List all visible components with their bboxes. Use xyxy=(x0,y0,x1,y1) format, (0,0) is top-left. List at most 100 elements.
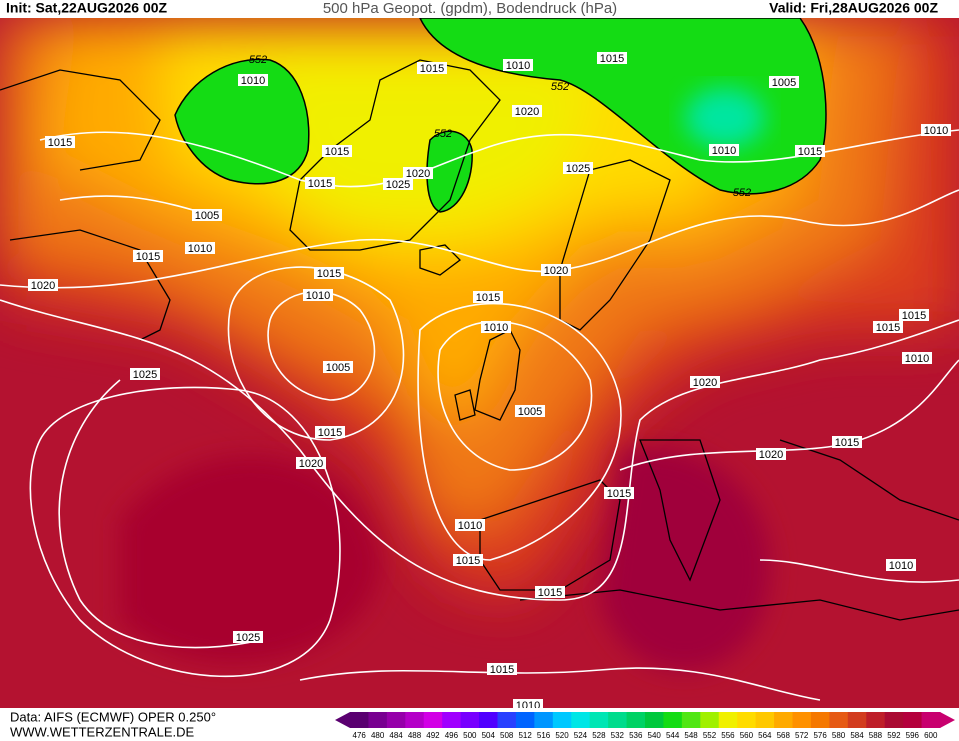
isobar-label-box xyxy=(296,457,326,469)
colorbar-cell xyxy=(681,712,701,728)
colorbar-label: 532 xyxy=(611,731,625,740)
colorbar-label: 544 xyxy=(666,731,680,740)
isobar-label-box xyxy=(238,74,268,86)
colorbar-arrow-left xyxy=(335,712,350,728)
isobar-label-box xyxy=(769,76,799,88)
colorbar-label: 592 xyxy=(887,731,901,740)
isobar-label: 1015 xyxy=(456,555,480,567)
isobar-label-box xyxy=(597,52,627,64)
colorbar-label: 548 xyxy=(684,731,698,740)
colorbar-cell xyxy=(368,712,388,728)
colorbar-cell xyxy=(829,712,849,728)
isobar-label: 1020 xyxy=(31,280,55,292)
colorbar-label: 512 xyxy=(518,731,532,740)
isobar-label: 1020 xyxy=(544,265,568,277)
colorbar-label: 576 xyxy=(813,731,827,740)
geopotential-label: 552 xyxy=(551,81,569,93)
isobar-label-box xyxy=(192,209,222,221)
colorbar-label: 536 xyxy=(629,731,643,740)
isobar-label-box xyxy=(473,291,503,303)
geopotential-label: 552 xyxy=(434,128,452,140)
isobar-label-box xyxy=(535,586,565,598)
colorbar-cell xyxy=(589,712,609,728)
isobar-label-box xyxy=(795,145,825,157)
isobar-label: 1015 xyxy=(490,664,514,676)
isobar-label: 1010 xyxy=(889,560,913,572)
colorbar-cell xyxy=(405,712,425,728)
isobar-label: 1005 xyxy=(518,406,542,418)
isobar-label: 1015 xyxy=(600,53,624,65)
isobar-label-box xyxy=(541,264,571,276)
isobar-label: 1015 xyxy=(136,251,160,263)
colorbar-cell xyxy=(755,712,775,728)
labels-layer: 1010 1015 1010 1015 1005 1020 1010 1015 1015 1010… xyxy=(28,52,951,712)
colorbar-label: 476 xyxy=(353,731,367,740)
isobar-label: 1015 xyxy=(835,437,859,449)
map-title: 500 hPa Geopot. (gpdm), Bodendruck (hPa) xyxy=(323,0,617,17)
isobar-label: 1015 xyxy=(317,268,341,280)
coastlines xyxy=(0,59,959,621)
isobar-label: 1020 xyxy=(693,377,717,389)
colorbar-cell xyxy=(810,712,830,728)
colorbar-cell xyxy=(626,712,646,728)
colorbar-label: 500 xyxy=(463,731,477,740)
colorbar-cell xyxy=(460,712,480,728)
isobar-label: 1010 xyxy=(241,75,265,87)
valid-time: Valid: Fri,28AUG2026 00Z xyxy=(769,0,938,16)
colorbar-label: 572 xyxy=(795,731,809,740)
isobar-label: 1010 xyxy=(458,520,482,532)
isobar-label: 1015 xyxy=(476,292,500,304)
isobar-label-box xyxy=(690,376,720,388)
colorbar-label: 588 xyxy=(869,731,883,740)
isobar-label: 1005 xyxy=(195,210,219,222)
isobar-label: 1010 xyxy=(516,700,540,712)
isobar-label-box xyxy=(902,352,932,364)
isobar-label: 1020 xyxy=(299,458,323,470)
isobar-label: 1010 xyxy=(188,243,212,255)
isobar-label: 1015 xyxy=(325,146,349,158)
isobar-label-box xyxy=(756,448,786,460)
colorbar-label: 556 xyxy=(721,731,735,740)
colorbar-label: 584 xyxy=(850,731,864,740)
isobar-label: 1020 xyxy=(759,449,783,461)
colorbar-cell xyxy=(571,712,591,728)
colorbar-label: 560 xyxy=(740,731,754,740)
colorbar-cell xyxy=(442,712,462,728)
colorbar: 476 480 484 488 492 496 500 504 508 512 516 520 524 5… xyxy=(335,712,955,740)
colorbar-cell xyxy=(479,712,498,728)
isobar-label-box xyxy=(130,368,160,380)
isobar-label: 1015 xyxy=(48,137,72,149)
isobar-label: 1015 xyxy=(318,427,342,439)
colorbar-label: 540 xyxy=(648,731,662,740)
isobar-label-box xyxy=(515,405,545,417)
colorbar-label: 520 xyxy=(555,731,569,740)
colorbar-label: 564 xyxy=(758,731,772,740)
isobar-label-box xyxy=(133,250,163,262)
colorbar-cell xyxy=(663,712,683,728)
isobar-label: 1010 xyxy=(306,290,330,302)
isobar-label: 1005 xyxy=(326,362,350,374)
isobar-label-box xyxy=(383,178,413,190)
isobar-label: 1010 xyxy=(924,125,948,137)
data-source: Data: AIFS (ECMWF) OPER 0.250° xyxy=(10,709,216,724)
isobar-label-box xyxy=(512,105,542,117)
isobar-label-box xyxy=(513,699,543,708)
colorbar-cell xyxy=(792,712,812,728)
isobar-label: 1015 xyxy=(308,178,332,190)
isobar-label: 1020 xyxy=(515,106,539,118)
colorbar-label: 568 xyxy=(777,731,791,740)
colorbar-cell xyxy=(386,712,406,728)
colorbar-cell xyxy=(921,712,941,728)
isobar-label-box xyxy=(832,436,862,448)
isobar-label-box xyxy=(709,144,739,156)
colorbar-label: 492 xyxy=(426,731,440,740)
site-url: WWW.WETTERZENTRALE.DE xyxy=(10,724,194,739)
colorbar-label: 596 xyxy=(906,731,920,740)
isobar-label: 1010 xyxy=(506,60,530,72)
colorbar-cell xyxy=(737,712,757,728)
colorbar-cell xyxy=(718,712,738,728)
isobar-label-box xyxy=(487,663,517,675)
colorbar-label: 600 xyxy=(924,731,938,740)
isobar-label-box xyxy=(886,559,916,571)
